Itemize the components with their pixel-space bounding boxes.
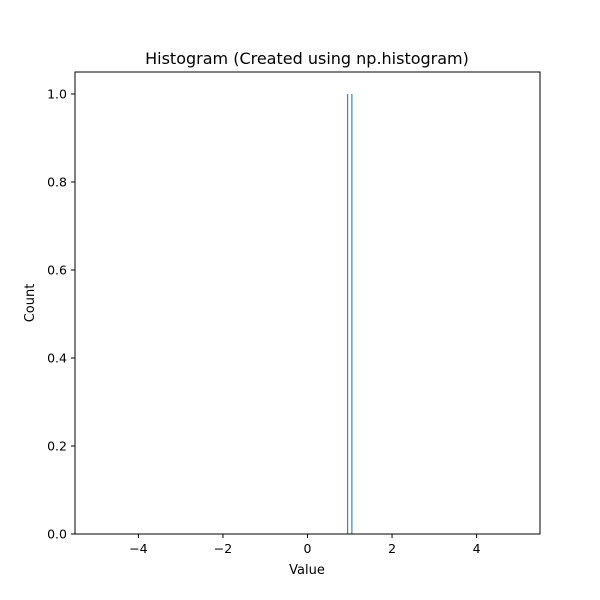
x-axis: −4 −2 0 2 4 — [129, 534, 481, 556]
y-tick-label: 0.8 — [47, 175, 67, 190]
x-tick-label: 2 — [388, 541, 396, 556]
x-tick-label: 4 — [473, 541, 481, 556]
y-tick-label: 0.2 — [47, 439, 67, 454]
y-tick-label: 0.0 — [47, 527, 67, 542]
histogram-bar-2 — [351, 94, 353, 534]
y-tick-label: 0.4 — [47, 351, 67, 366]
y-axis-label: Count — [23, 284, 38, 323]
bars-layer — [347, 94, 353, 534]
x-tick-label: −4 — [129, 541, 147, 556]
chart-title: Histogram (Created using np.histogram) — [145, 49, 469, 68]
histogram-bar-1 — [347, 94, 349, 534]
y-tick-label: 1.0 — [47, 87, 67, 102]
y-axis: 0.0 0.2 0.4 0.6 0.8 1.0 — [47, 87, 75, 542]
x-tick-label: 0 — [304, 541, 312, 556]
y-tick-label: 0.6 — [47, 263, 67, 278]
plot-frame — [74, 71, 541, 535]
x-tick-label: −2 — [214, 541, 232, 556]
x-axis-label: Value — [289, 563, 325, 578]
